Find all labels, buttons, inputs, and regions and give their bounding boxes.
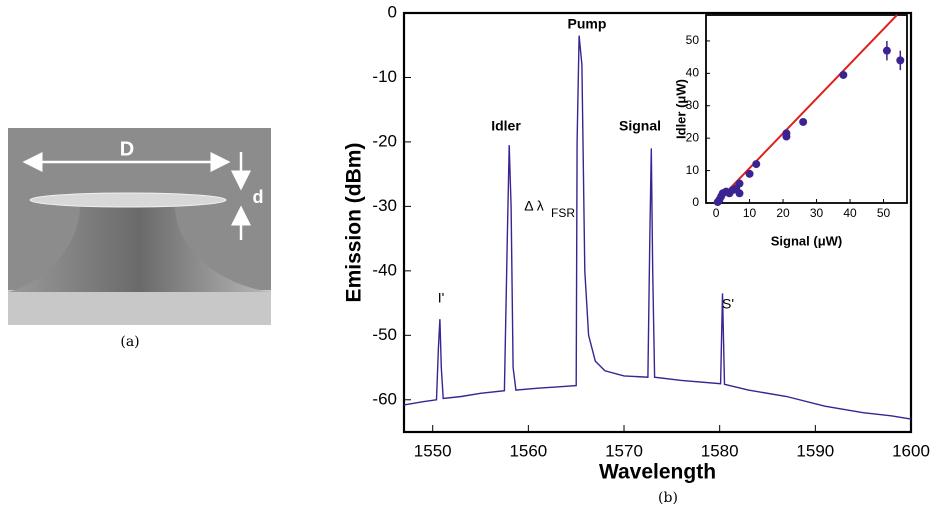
fit-line <box>715 14 898 204</box>
x-tick-label: 10 <box>743 206 757 220</box>
x-tick-label: 50 <box>877 206 891 220</box>
diameter-label: D <box>120 138 134 160</box>
y-tick-label: -50 <box>372 325 397 344</box>
thickness-label: d <box>253 187 264 207</box>
y-tick-label: -10 <box>372 67 397 86</box>
y-tick-label: 40 <box>686 66 700 80</box>
panel-label: (a) <box>120 334 139 350</box>
data-point <box>896 56 905 65</box>
y-tick-label: -60 <box>372 389 397 408</box>
y-tick-label: 30 <box>686 98 700 112</box>
panel-label: (b) <box>658 490 678 506</box>
data-point <box>735 189 744 198</box>
x-tick-label: 1550 <box>414 441 452 460</box>
x-tick-label: 30 <box>810 206 824 220</box>
y-tick-label: -30 <box>372 196 397 215</box>
annotation: S' <box>722 296 734 312</box>
annotation: I' <box>438 290 445 306</box>
data-point <box>782 129 791 138</box>
x-tick-label: 40 <box>843 206 857 220</box>
y-axis-title: Idler (μW) <box>673 79 688 139</box>
x-tick-label: 20 <box>776 206 790 220</box>
annotation: Signal <box>619 118 661 134</box>
annotation: Pump <box>568 16 607 32</box>
x-tick-label: 1600 <box>892 441 930 460</box>
data-point <box>799 117 808 126</box>
data-point <box>752 160 761 169</box>
annotation: Δ λ <box>524 198 543 214</box>
y-tick-label: 0 <box>388 2 397 21</box>
annotation: FSR <box>551 206 575 220</box>
x-axis-title: Wavelength <box>599 461 716 484</box>
y-tick-label: 50 <box>686 33 700 47</box>
y-tick-label: -40 <box>372 260 397 279</box>
data-point <box>735 179 744 188</box>
spectrum-line <box>403 35 912 420</box>
x-axis-title: Signal (μW) <box>771 233 843 248</box>
data-point <box>882 46 891 55</box>
x-tick-label: 1560 <box>509 441 547 460</box>
data-point <box>839 70 848 79</box>
y-tick-label: 0 <box>692 195 699 209</box>
x-tick-label: 0 <box>713 206 720 220</box>
y-tick-label: -20 <box>372 131 397 150</box>
sem-image: D d <box>8 128 271 325</box>
x-tick-label: 1570 <box>605 441 643 460</box>
y-tick-label: 10 <box>686 163 700 177</box>
x-tick-label: 1580 <box>701 441 739 460</box>
data-point <box>745 169 754 178</box>
x-tick-label: 1590 <box>796 441 834 460</box>
y-tick-label: 20 <box>686 130 700 144</box>
y-axis-title: Emission (dBm) <box>343 143 366 303</box>
annotation: Idler <box>491 118 521 134</box>
